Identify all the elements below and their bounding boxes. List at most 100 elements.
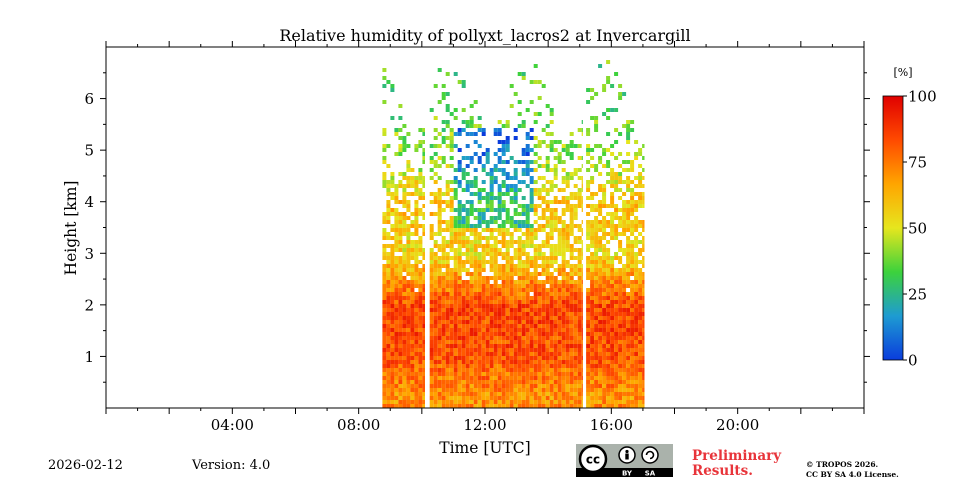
heatmap-cell <box>557 328 562 332</box>
heatmap-cell <box>449 396 454 400</box>
heatmap-cell <box>606 80 611 84</box>
heatmap-cell <box>501 204 506 208</box>
heatmap-cell <box>509 404 514 408</box>
heatmap-cell <box>517 248 522 252</box>
heatmap-cell <box>489 176 494 180</box>
heatmap-cell <box>545 324 550 328</box>
heatmap-cell <box>618 368 623 372</box>
heatmap-cell <box>577 404 582 408</box>
heatmap-cell <box>517 244 522 248</box>
heatmap-cell <box>634 176 639 180</box>
heatmap-cell <box>638 260 643 264</box>
heatmap-cell <box>406 232 411 236</box>
heatmap-cell <box>445 120 450 124</box>
heatmap-cell <box>402 244 407 248</box>
heatmap-cell <box>545 404 550 408</box>
heatmap-cell <box>390 300 395 304</box>
heatmap-cell <box>549 376 554 380</box>
heatmap-cell <box>481 332 486 336</box>
heatmap-cell <box>433 364 438 368</box>
heatmap-cell <box>622 248 627 252</box>
heatmap-cell <box>618 348 623 352</box>
heatmap-cell <box>493 196 498 200</box>
heatmap-cell <box>626 280 631 284</box>
heatmap-cell <box>549 276 554 280</box>
heatmap-cell <box>386 392 391 396</box>
heatmap-cell <box>402 204 407 208</box>
heatmap-cell <box>610 368 615 372</box>
heatmap-cell <box>618 276 623 280</box>
heatmap-cell <box>529 256 534 260</box>
heatmap-cell <box>634 308 639 312</box>
heatmap-cell <box>626 396 631 400</box>
heatmap-cell <box>505 404 510 408</box>
heatmap-cell <box>398 144 403 148</box>
heatmap-cell <box>441 296 446 300</box>
heatmap-cell <box>525 136 530 140</box>
heatmap-cell <box>441 328 446 332</box>
heatmap-cell <box>517 380 522 384</box>
heatmap-cell <box>513 184 518 188</box>
heatmap-cell <box>485 328 490 332</box>
heatmap-cell <box>493 128 498 132</box>
heatmap-cell <box>642 336 645 340</box>
heatmap-cell <box>382 144 387 148</box>
heatmap-cell <box>497 300 502 304</box>
heatmap-cell <box>626 276 631 280</box>
heatmap-cell <box>509 296 514 300</box>
heatmap-cell <box>622 92 627 96</box>
heatmap-cell <box>545 388 550 392</box>
heatmap-cell <box>501 308 506 312</box>
heatmap-cell <box>390 328 395 332</box>
heatmap-cell <box>513 336 518 340</box>
heatmap-cell <box>501 144 506 148</box>
heatmap-cell <box>449 292 454 296</box>
heatmap-cell <box>577 236 582 240</box>
heatmap-cell <box>638 288 643 292</box>
heatmap-cell <box>577 260 582 264</box>
heatmap-cell <box>433 260 438 264</box>
heatmap-cell <box>473 248 478 252</box>
heatmap-cell <box>489 356 494 360</box>
heatmap-cell <box>541 164 546 168</box>
cc-by-sa-badge[interactable]: cc BY SA <box>576 444 673 477</box>
heatmap-cell <box>406 268 411 272</box>
heatmap-cell <box>398 380 403 384</box>
heatmap-cell <box>569 228 574 232</box>
heatmap-cell <box>594 288 599 292</box>
heatmap-cell <box>429 340 434 344</box>
heatmap-cell <box>465 388 470 392</box>
heatmap-cell <box>642 196 645 200</box>
heatmap-cell <box>402 188 407 192</box>
heatmap-cell <box>614 72 619 76</box>
heatmap-cell <box>433 152 438 156</box>
heatmap-cell <box>441 280 446 284</box>
heatmap-cell <box>445 368 450 372</box>
heatmap-cell <box>577 240 582 244</box>
heatmap-cell <box>553 172 558 176</box>
heatmap-cell <box>382 380 387 384</box>
heatmap-cell <box>433 400 438 404</box>
heatmap-cell <box>418 396 423 400</box>
heatmap-cell <box>610 184 615 188</box>
heatmap-cell <box>618 324 623 328</box>
heatmap-cell <box>521 264 526 268</box>
heatmap-cell <box>422 160 425 164</box>
heatmap-cell <box>569 192 574 196</box>
heatmap-cell <box>505 308 510 312</box>
heatmap-cell <box>509 348 514 352</box>
heatmap-cell <box>569 400 574 404</box>
heatmap-cell <box>557 340 562 344</box>
chart-title: Relative humidity of pollyxt_lacros2 at … <box>279 26 690 45</box>
heatmap-cell <box>573 348 578 352</box>
heatmap-cell <box>622 204 627 208</box>
heatmap-cell <box>414 372 419 376</box>
heatmap-cell <box>481 276 486 280</box>
heatmap-cell <box>569 264 574 268</box>
heatmap-cell <box>533 380 538 384</box>
heatmap-cell <box>557 228 562 232</box>
heatmap-cell <box>394 344 399 348</box>
heatmap-cell <box>394 396 399 400</box>
heatmap-cell <box>402 360 407 364</box>
heatmap-cell <box>402 284 407 288</box>
